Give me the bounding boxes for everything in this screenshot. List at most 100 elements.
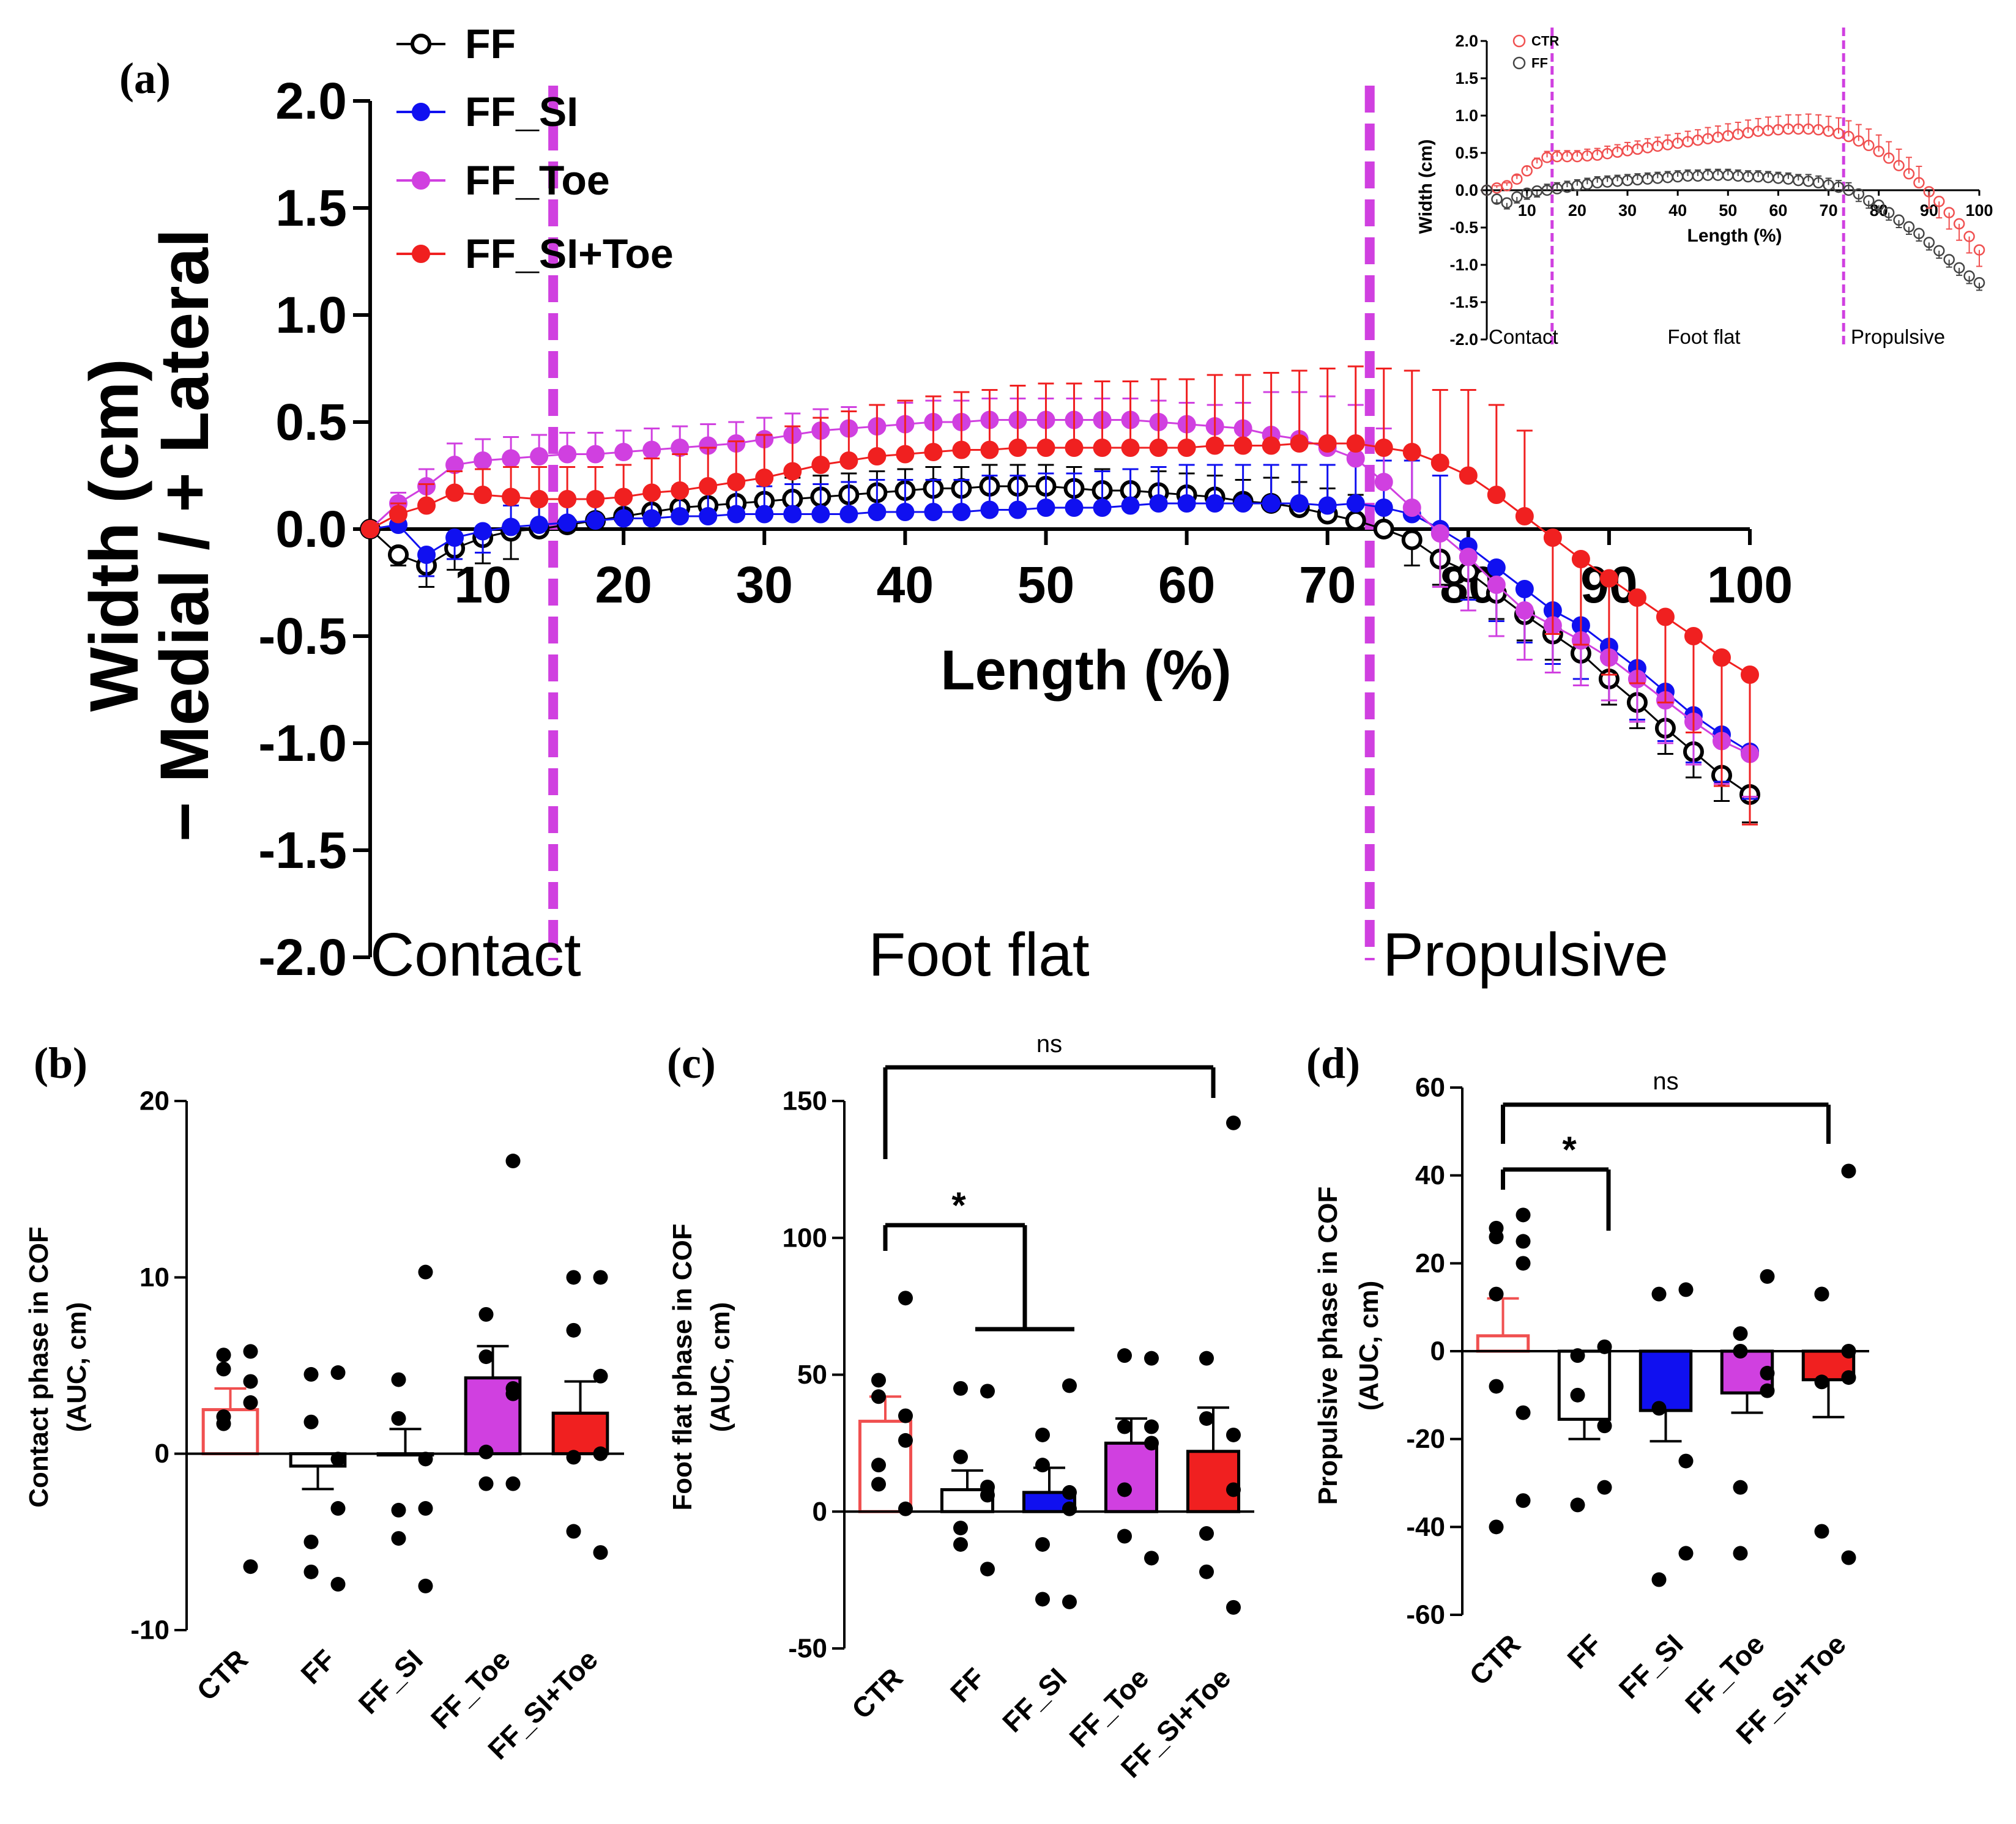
data-point <box>1144 1436 1159 1451</box>
data-point <box>418 1264 433 1280</box>
bar-group <box>376 1264 434 1593</box>
data-point <box>1760 1269 1775 1284</box>
inset-data-point <box>1963 231 1975 242</box>
data-point <box>727 505 746 524</box>
data-point <box>1065 439 1084 457</box>
inset-series-ff <box>1481 168 1985 291</box>
data-point <box>558 445 577 464</box>
x-category-label: CTR <box>190 1644 254 1707</box>
inset-y-tick-label: 2.0 <box>1455 32 1478 50</box>
data-point <box>871 1373 886 1388</box>
bar-group <box>940 1381 995 1577</box>
data-point <box>642 440 661 459</box>
bar-group <box>289 1365 347 1592</box>
x-category-label: FF_SI <box>996 1662 1073 1738</box>
y-axis-label: − Medial / + Lateral <box>146 229 223 842</box>
x-tick-label: 40 <box>877 556 934 614</box>
data-point <box>530 490 549 508</box>
data-point <box>1516 1405 1531 1420</box>
data-point <box>474 522 493 541</box>
data-point <box>898 1501 913 1516</box>
legend-marker <box>412 103 430 121</box>
data-point <box>216 1362 231 1377</box>
data-point <box>1841 1550 1856 1565</box>
data-point <box>1121 439 1140 457</box>
y-tick-label: 0 <box>813 1497 827 1527</box>
data-point <box>671 507 690 525</box>
bar <box>1557 1349 1612 1421</box>
data-point <box>445 528 464 547</box>
significance-label: * <box>951 1185 966 1226</box>
data-point <box>1290 494 1309 513</box>
data-point <box>1760 1365 1775 1381</box>
legend-label: FF_SI <box>465 89 578 135</box>
inset-data-point <box>1913 228 1925 240</box>
data-point <box>418 1578 433 1593</box>
y-tick-label: -2.0 <box>258 929 347 986</box>
y-tick-label: 50 <box>797 1360 827 1390</box>
x-tick-label: 70 <box>1299 556 1356 614</box>
data-point <box>1144 1551 1159 1566</box>
data-point <box>593 1545 608 1560</box>
y-axis-label: Width (cm) <box>76 358 152 712</box>
data-point <box>502 488 521 506</box>
data-point <box>1459 547 1478 566</box>
inset-data-point <box>1953 218 1965 230</box>
data-point <box>980 1488 995 1503</box>
data-point <box>586 490 605 508</box>
bar <box>1638 1349 1693 1412</box>
data-point <box>418 1451 433 1467</box>
inset-data-point <box>1903 221 1915 233</box>
bar-group <box>201 1344 259 1574</box>
data-point <box>586 511 605 530</box>
data-point <box>505 1386 521 1401</box>
bar-group <box>1186 1115 1241 1615</box>
inset-y-axis-label: Width (cm) <box>1416 139 1436 234</box>
inset-data-point <box>1893 214 1905 226</box>
y-tick-label: 0 <box>1430 1336 1445 1366</box>
data-point <box>1199 1564 1214 1579</box>
data-point <box>478 1444 494 1459</box>
data-point <box>1346 494 1365 513</box>
inset-legend-marker <box>1512 56 1526 70</box>
data-point <box>1571 550 1590 568</box>
data-point <box>1678 1282 1694 1297</box>
data-point <box>898 1408 913 1423</box>
data-point <box>1516 1234 1531 1249</box>
data-point <box>1199 1411 1214 1426</box>
data-point <box>593 1368 608 1384</box>
y-tick-label: 20 <box>139 1086 169 1116</box>
x-category-label: FF_SI <box>1613 1628 1689 1705</box>
data-point <box>586 445 605 464</box>
inset-data-point <box>1953 262 1965 274</box>
data-point <box>330 1365 346 1381</box>
bar-group <box>1638 1282 1694 1587</box>
y-tick-label: 0 <box>155 1439 169 1469</box>
data-point <box>1199 1526 1214 1541</box>
data-point <box>1487 558 1506 577</box>
x-category-label: FF <box>294 1644 341 1691</box>
data-point <box>896 503 915 521</box>
inset-data-point <box>1943 254 1955 265</box>
data-point <box>1062 1594 1077 1609</box>
data-point <box>216 1416 231 1431</box>
data-point <box>1373 519 1394 539</box>
bar-group <box>858 1291 913 1516</box>
data-point <box>1678 1453 1694 1469</box>
series-ff-si-toe <box>361 365 1759 826</box>
data-point <box>330 1451 346 1467</box>
data-point <box>953 1449 968 1464</box>
inset-data-point <box>1973 244 1985 256</box>
inset-data-point <box>1501 180 1513 191</box>
inset-data-point <box>1913 177 1925 189</box>
bar-group <box>1720 1269 1775 1561</box>
y-tick-label: 0.5 <box>275 393 347 451</box>
data-point <box>330 1501 346 1516</box>
data-point <box>478 1307 494 1322</box>
data-point <box>699 507 718 525</box>
data-point <box>243 1344 258 1359</box>
data-point <box>1199 1351 1214 1366</box>
x-category-label: CTR <box>1463 1628 1527 1692</box>
x-tick-label: 100 <box>1707 556 1793 614</box>
